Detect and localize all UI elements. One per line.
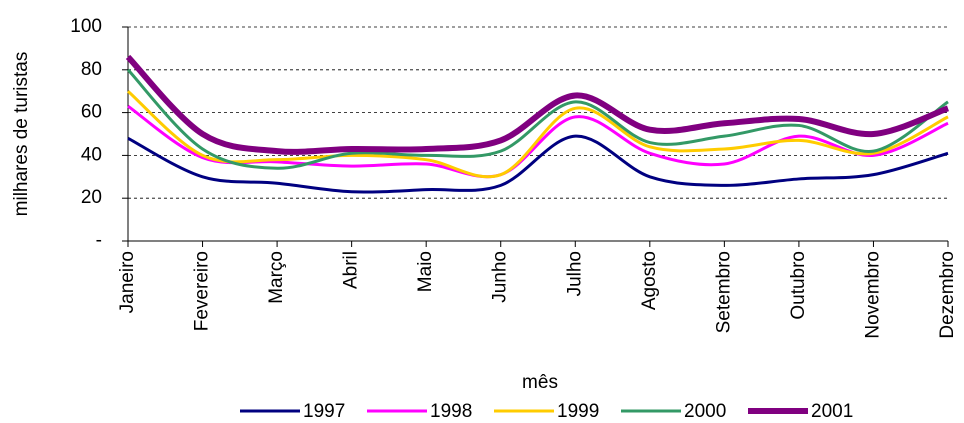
series-line — [126, 68, 949, 170]
x-tick-label: Outubro — [788, 251, 809, 320]
series-line — [127, 134, 949, 194]
x-tick-label: Setembro — [713, 251, 734, 333]
legend-label: 1998 — [430, 401, 472, 422]
series-line — [127, 104, 949, 179]
x-tick-label: Novembro — [862, 251, 883, 339]
y-tick-label: 60 — [81, 102, 102, 123]
series-line — [127, 90, 949, 179]
legend-label: 1997 — [303, 401, 345, 422]
y-tick-label: 20 — [81, 187, 102, 208]
legend-label: 2000 — [684, 401, 726, 422]
x-tick-label: Junho — [490, 251, 511, 303]
y-tick-label: - — [96, 230, 102, 251]
x-axis-label: mês — [522, 372, 558, 393]
y-axis-label: milhares de turistas — [11, 52, 32, 217]
series-line — [125, 54, 950, 155]
y-tick-label: 80 — [81, 59, 102, 80]
y-tick-label: 40 — [81, 144, 102, 165]
x-tick-label: Janeiro — [117, 251, 138, 313]
x-tick-label: Março — [266, 251, 287, 304]
x-tick-label: Abril — [341, 251, 362, 289]
x-tick-label: Maio — [415, 251, 436, 292]
x-tick-label: Dezembro — [937, 251, 958, 339]
x-tick-label: Agosto — [639, 251, 660, 310]
x-tick-label: Julho — [564, 251, 585, 296]
legend-label: 2001 — [811, 401, 853, 422]
legend-label: 1999 — [557, 401, 599, 422]
y-tick-label: 100 — [70, 16, 102, 37]
x-tick-label: Fevereiro — [192, 251, 213, 331]
